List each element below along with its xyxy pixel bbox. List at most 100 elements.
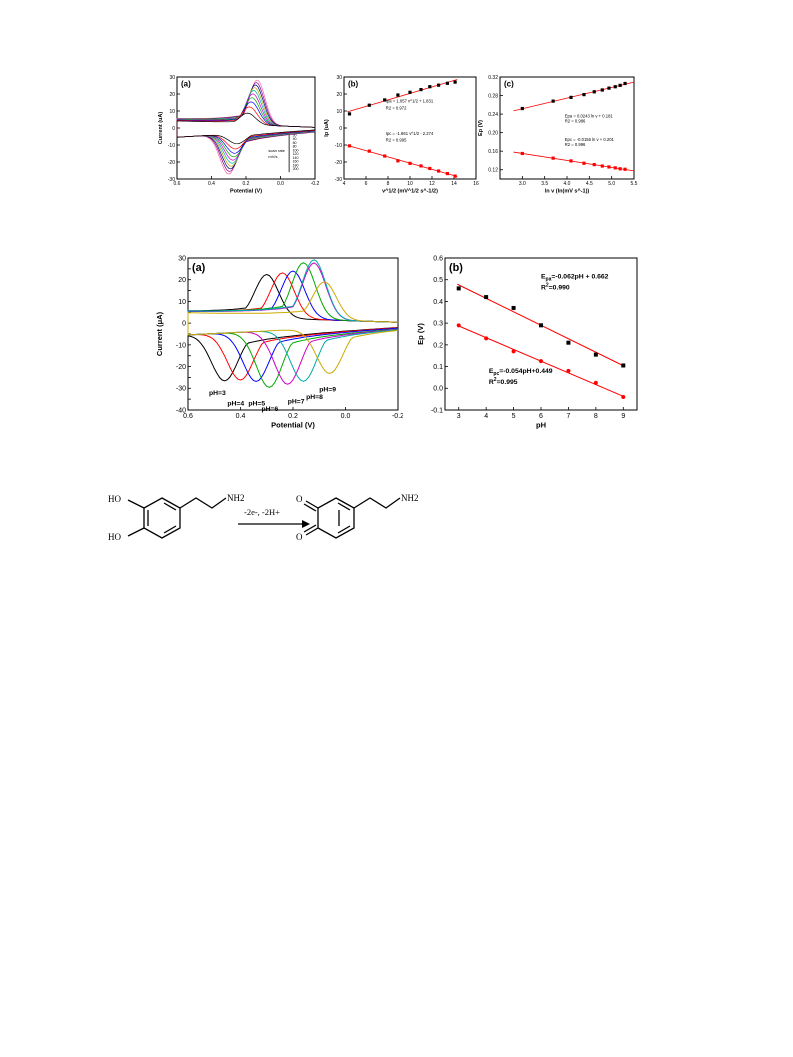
epa-point	[520, 106, 524, 111]
reaction-arrowhead	[302, 520, 310, 528]
x-tick-label: 4.5	[586, 181, 593, 187]
y-axis-label: Ep (V)	[478, 120, 484, 136]
epc-point	[569, 159, 573, 163]
panel-label: (a)	[181, 79, 191, 88]
epc-point	[582, 161, 586, 165]
annotation-subscript: pa	[546, 277, 552, 283]
x-tick-label: 0.6	[183, 413, 193, 420]
y-tick-label: 10	[336, 109, 342, 115]
x-tick-label: 10	[407, 181, 413, 187]
x-tick-label: 4	[484, 413, 488, 420]
x-tick-label: 16	[473, 181, 479, 187]
y-tick-label: 20	[336, 92, 342, 98]
y-tick-label: -30	[168, 177, 175, 183]
annotation-main: R	[541, 284, 546, 291]
y-tick-label: -10	[168, 143, 175, 149]
epa-point	[621, 363, 626, 368]
cv-curve-ph-9	[187, 281, 399, 374]
y-tick-label: 20	[169, 92, 175, 98]
y-axis-label: Current (uA)	[158, 112, 164, 145]
panel-label: (b)	[348, 79, 359, 88]
ipc-point	[453, 174, 457, 178]
epc-point	[607, 165, 611, 169]
ph-3-label: pH=3	[209, 390, 226, 397]
product-amine-text: NH2	[401, 493, 419, 503]
ipa-point	[367, 103, 371, 107]
epa-point	[613, 85, 617, 89]
top-peak-potential-vs-ln-scan-rate-chart: 3.0 3.5 4.0 4.5 5.0 5.5 0.32 0.28 0.24 0.20 0.16 0.…	[478, 75, 638, 195]
y-tick-label: 30	[178, 255, 186, 262]
ipa-equation: Ipa = 1.057 v^1/2 + 1.831	[386, 99, 434, 104]
y-tick-label: -10	[176, 342, 186, 349]
epa-point	[456, 286, 461, 291]
x-tick-label: 5.0	[608, 181, 615, 187]
legend-entry: 180	[293, 163, 299, 167]
panel-label: (a)	[192, 262, 206, 274]
y-tick-label: 0.4	[433, 299, 443, 306]
y-tick-label: -30	[335, 177, 342, 183]
reactant-hydroxy-bottom: HO	[108, 532, 121, 542]
y-tick-label: 0.12	[488, 167, 498, 173]
epc-point	[520, 151, 524, 156]
x-tick-label: 6	[539, 413, 543, 420]
epa-point	[593, 352, 598, 357]
ipc-point	[367, 149, 371, 153]
x-axis-label: Potential (V)	[230, 189, 262, 195]
x-tick-label: 0.2	[288, 413, 298, 420]
x-tick-label: 0.4	[236, 413, 246, 420]
ipa-point	[437, 83, 441, 87]
ipc-point	[396, 159, 400, 163]
reactant-hydroxy-top: HO	[108, 494, 121, 504]
epc-point	[511, 349, 516, 354]
y-tick-label: 0.20	[488, 130, 498, 136]
y-tick-label: -10	[335, 143, 342, 149]
legend-unit: mV/s	[268, 154, 277, 159]
y-tick-label: -20	[168, 160, 175, 166]
y-axis-label: Current (μA)	[155, 311, 164, 356]
reactant-amine: NH2	[227, 493, 245, 503]
y-tick-label: 0.32	[488, 75, 498, 81]
ipc-point	[428, 166, 432, 171]
top-peak-current-vs-sqrt-scan-rate-chart: 4 6 8 10 12 14 16 30 20 10 0 -10 -20 -30 v^1/2 (mV^1/2…	[324, 75, 479, 195]
y-axis-label: Ip (uA)	[324, 119, 330, 137]
y-tick-label: -0.1	[431, 407, 443, 414]
reaction-conditions: -2e-, -2H+	[244, 507, 280, 517]
plot-frame	[499, 76, 635, 180]
epa-point	[600, 88, 604, 92]
epc-point	[593, 380, 598, 385]
ipa-point	[347, 112, 352, 116]
y-tick-label: 0.1	[433, 364, 443, 371]
x-tick-label: 0.0	[341, 413, 351, 420]
annotation-main: R	[489, 379, 494, 386]
ph-9-label: pH=9	[319, 387, 336, 394]
x-axis-label: v^1/2 (mV^1/2 s^-1/2)	[382, 189, 438, 195]
dopamine-oxidation-scheme: HO HO NH2 -2e-, -2H+ O O NH2	[108, 493, 419, 542]
epa-point	[607, 86, 611, 90]
ph-cv-chart: 0.6 0.4 0.2 0.0 -0.2 30 20 10 0 -10 -20 -30 -40 Poten…	[155, 255, 403, 429]
x-tick-label: 3.0	[519, 181, 526, 187]
top-cv-scan-rate-chart: 0.6 0.4 0.2 0.0 -0.23020100-10-20-30Potentia…	[158, 75, 320, 195]
panel-label: (c)	[504, 79, 514, 88]
x-tick-label: 8	[594, 413, 598, 420]
legend-entry: 120	[293, 152, 299, 156]
epc-point	[618, 167, 622, 171]
x-tick-label: -0.2	[311, 181, 320, 187]
y-tick-label: 0.0	[433, 386, 443, 393]
y-tick-label: 0.3	[433, 321, 443, 328]
epa-point	[569, 95, 573, 99]
x-tick-label: 0.0	[277, 181, 284, 187]
y-tick-label: 0	[339, 126, 342, 132]
annotation-superscript: 2	[494, 377, 497, 383]
ipc-point	[445, 171, 449, 176]
epa-point	[592, 90, 596, 94]
ipa-point	[428, 85, 432, 89]
epc-point	[592, 163, 596, 167]
annotation-3: R2=0.995	[489, 377, 518, 386]
ph-8-label: pH=8	[306, 394, 323, 401]
product-carbonyl-top: O	[296, 494, 303, 504]
epc-equation: Epc = -0.0156 ln v + 0.201	[565, 137, 615, 142]
y-tick-label: 30	[336, 75, 342, 81]
ipc-point	[383, 154, 387, 158]
x-tick-label: 4.0	[564, 181, 571, 187]
y-tick-label: -20	[335, 160, 342, 166]
